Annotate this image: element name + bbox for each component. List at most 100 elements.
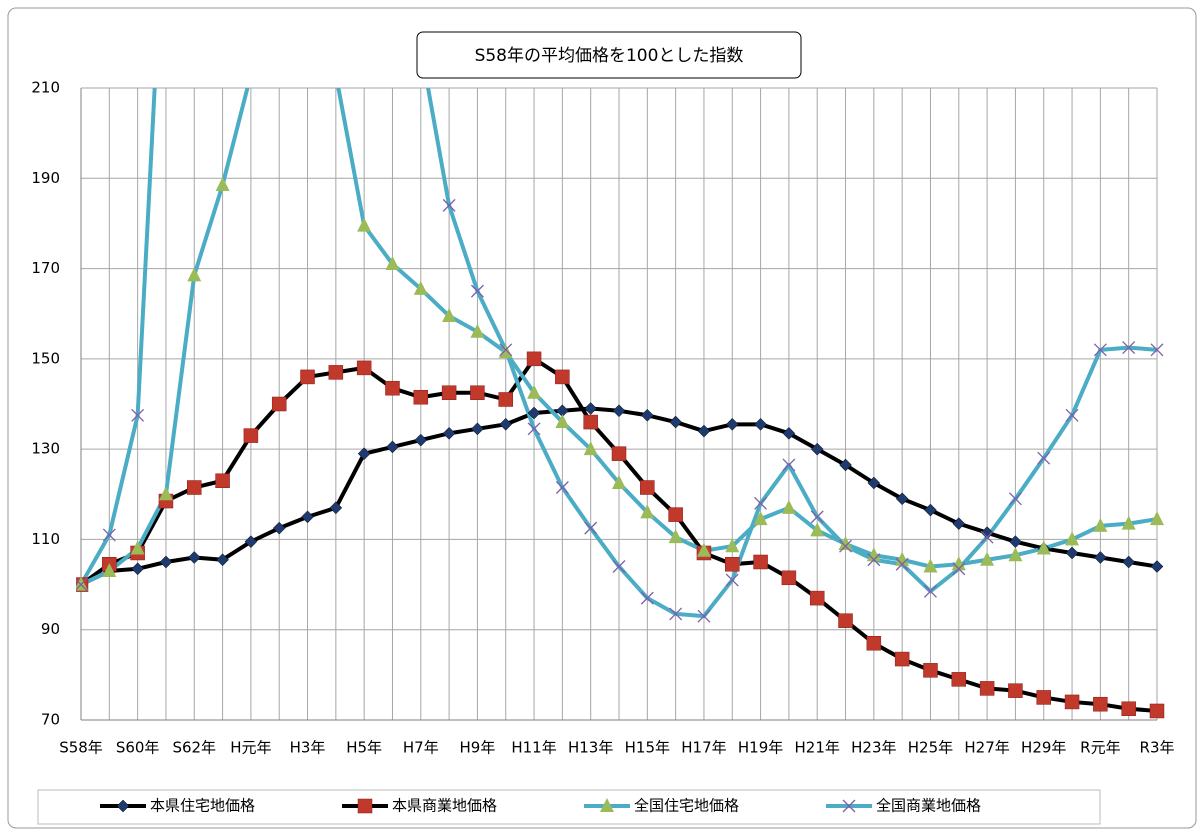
data-point	[187, 267, 202, 282]
data-point	[301, 510, 314, 524]
data-point	[442, 426, 456, 440]
data-point	[753, 511, 768, 526]
data-point	[498, 392, 513, 407]
plot-clip	[76, 88, 1165, 719]
data-point	[1008, 547, 1023, 562]
data-point	[952, 562, 966, 576]
data-point	[385, 380, 400, 396]
data-point	[215, 473, 230, 488]
data-point	[1150, 343, 1164, 357]
data-point	[866, 636, 882, 651]
x-tick-label: H17年	[681, 739, 726, 757]
data-point	[697, 609, 711, 623]
data-point	[158, 486, 173, 501]
x-tick-label: H13年	[568, 739, 613, 757]
data-point	[386, 440, 399, 454]
data-point	[838, 535, 853, 550]
y-tick-label: 210	[31, 79, 60, 97]
data-point	[329, 501, 343, 515]
data-point	[272, 521, 286, 535]
data-point	[979, 681, 995, 696]
data-point	[923, 558, 938, 573]
data-point	[131, 408, 145, 422]
data-point	[159, 555, 173, 569]
data-point	[839, 539, 852, 553]
legend-box	[37, 789, 1101, 825]
data-point	[809, 590, 825, 606]
data-point	[924, 503, 937, 517]
data-point	[442, 198, 456, 212]
data-point	[612, 475, 626, 489]
data-point	[244, 535, 258, 549]
legend-marker	[842, 799, 856, 813]
data-point	[102, 563, 117, 578]
data-point	[1037, 451, 1051, 465]
y-tick-label: 150	[31, 349, 60, 367]
data-point	[1093, 343, 1107, 357]
y-tick-label: 130	[31, 440, 60, 458]
data-point	[1093, 517, 1108, 532]
data-point	[102, 528, 116, 542]
x-tick-label: H7年	[403, 739, 439, 757]
data-point	[1094, 551, 1107, 564]
data-point	[754, 417, 767, 431]
data-point	[76, 578, 88, 592]
data-point	[810, 510, 824, 524]
data-point	[1121, 701, 1136, 716]
data-point	[555, 369, 570, 385]
x-tick-label: S60年	[116, 739, 160, 757]
data-point	[923, 663, 938, 678]
x-tick-label: R3年	[1140, 739, 1175, 757]
data-point	[328, 365, 344, 380]
data-point	[1036, 690, 1051, 705]
data-point	[1036, 540, 1051, 555]
x-tick-label: S62年	[172, 739, 216, 757]
legend-marker	[357, 798, 373, 814]
data-point	[499, 343, 513, 357]
data-point	[980, 530, 994, 544]
data-point	[527, 406, 541, 420]
data-point	[867, 553, 881, 567]
data-point	[980, 526, 994, 540]
data-point	[499, 417, 513, 431]
x-tick-label: H19年	[738, 739, 783, 757]
data-point	[385, 256, 400, 271]
data-point	[924, 584, 937, 598]
data-point	[980, 551, 995, 566]
data-point	[951, 556, 966, 571]
data-point	[470, 385, 485, 400]
data-point	[725, 417, 739, 431]
data-point	[697, 424, 711, 438]
x-tick-label: H21年	[795, 739, 840, 757]
data-point	[781, 499, 796, 514]
data-point	[130, 540, 145, 555]
data-point	[866, 547, 881, 562]
data-point	[611, 446, 627, 461]
data-point	[471, 422, 484, 436]
data-point	[357, 217, 372, 232]
data-point	[640, 504, 655, 519]
legend-label: 全国住宅地価格	[634, 797, 739, 815]
data-point	[725, 557, 740, 572]
data-point	[215, 177, 230, 192]
data-point	[839, 458, 852, 472]
data-point	[470, 284, 484, 298]
legend-label: 本県住宅地価格	[150, 797, 255, 815]
data-point	[583, 441, 598, 456]
data-point	[952, 517, 966, 530]
data-point	[612, 560, 626, 573]
x-tick-label: H11年	[511, 739, 556, 757]
data-point	[640, 591, 654, 605]
y-tick-label: 110	[31, 530, 60, 548]
x-tick-label: H元年	[230, 739, 271, 757]
title-box	[416, 31, 802, 79]
y-tick-label: 90	[41, 620, 60, 638]
data-point	[753, 554, 768, 570]
data-point	[187, 480, 202, 495]
x-tick-label: H9年	[460, 739, 496, 757]
data-point	[357, 447, 371, 461]
x-tick-label: S58年	[59, 739, 103, 757]
data-point	[1064, 694, 1080, 710]
data-point	[1122, 341, 1136, 355]
y-tick-label: 70	[41, 711, 60, 729]
